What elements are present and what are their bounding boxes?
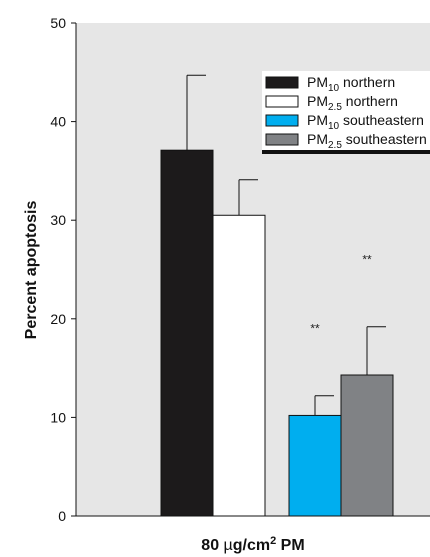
y-tick-label: 50 bbox=[50, 15, 66, 31]
legend-swatch bbox=[265, 114, 299, 127]
legend-label: PM10 northern bbox=[307, 74, 395, 94]
legend-swatch bbox=[265, 76, 299, 89]
x-axis-title: 80 µg/cm2 PM bbox=[201, 535, 304, 554]
y-tick-label: 30 bbox=[50, 212, 66, 228]
legend-label: PM2.5 northern bbox=[307, 93, 398, 113]
y-tick-label: 40 bbox=[50, 114, 66, 130]
bar bbox=[288, 414, 342, 517]
y-tick-label: 20 bbox=[50, 311, 66, 327]
y-axis-title: Percent apoptosis bbox=[23, 201, 40, 340]
legend-bottom-rule bbox=[262, 150, 430, 154]
legend-label: PM10 southeastern bbox=[307, 112, 424, 132]
significance-annotation: ** bbox=[310, 322, 320, 336]
bars: ** ** bbox=[160, 74, 394, 517]
significance-annotation: ** bbox=[362, 253, 372, 267]
bar bbox=[340, 374, 394, 517]
bar bbox=[212, 214, 266, 517]
y-tick-label: 10 bbox=[50, 409, 66, 425]
legend-swatch bbox=[265, 95, 299, 108]
y-tick-label: 0 bbox=[58, 508, 66, 524]
bar bbox=[160, 149, 214, 517]
legend-label: PM2.5 southeastern bbox=[307, 131, 427, 151]
legend-swatch bbox=[265, 133, 299, 146]
